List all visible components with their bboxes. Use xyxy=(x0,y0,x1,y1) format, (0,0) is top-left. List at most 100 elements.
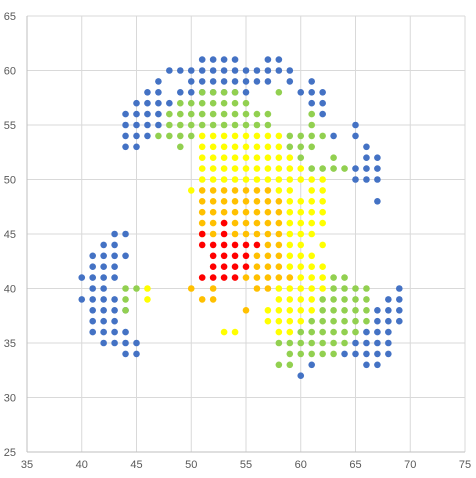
data-point-yellow xyxy=(286,252,294,260)
data-point-yellow xyxy=(242,132,250,140)
data-point-blue xyxy=(89,274,96,281)
data-point-blue xyxy=(111,307,118,314)
data-points xyxy=(78,56,403,380)
data-point-blue xyxy=(352,121,359,129)
data-point-yellow xyxy=(286,219,294,227)
data-point-green xyxy=(308,121,316,129)
data-point-blue xyxy=(122,121,129,129)
data-point-green xyxy=(177,143,184,151)
data-point-green xyxy=(166,121,173,129)
data-point-yellow xyxy=(209,132,217,140)
data-point-green xyxy=(319,296,326,303)
data-point-green xyxy=(341,339,348,347)
data-point-green xyxy=(330,296,337,303)
data-point-yellow xyxy=(275,296,283,303)
data-point-green xyxy=(286,143,294,151)
data-point-orange xyxy=(253,230,261,238)
data-point-green xyxy=(231,99,239,107)
data-point-blue xyxy=(363,361,370,369)
data-point-orange xyxy=(198,187,206,194)
data-point-red xyxy=(209,263,217,271)
data-point-green xyxy=(198,121,206,129)
data-point-orange xyxy=(231,219,239,227)
data-point-green xyxy=(177,99,184,107)
data-point-blue xyxy=(144,110,151,118)
data-point-yellow xyxy=(253,165,261,172)
data-point-red xyxy=(231,263,239,271)
data-point-blue xyxy=(352,339,359,347)
data-point-yellow xyxy=(275,143,283,151)
x-tick-label: 45 xyxy=(130,459,142,471)
data-point-orange xyxy=(209,230,217,238)
data-point-yellow xyxy=(220,143,228,151)
data-point-yellow xyxy=(242,143,250,151)
data-point-yellow xyxy=(209,154,217,161)
data-point-yellow xyxy=(319,176,326,183)
data-point-blue xyxy=(89,328,96,336)
data-point-yellow xyxy=(264,317,272,325)
data-point-blue xyxy=(308,99,316,107)
data-point-orange xyxy=(242,208,250,216)
data-point-orange xyxy=(264,198,272,205)
data-point-yellow xyxy=(297,198,305,205)
data-point-green xyxy=(319,165,326,172)
data-point-blue xyxy=(122,143,129,151)
data-point-yellow xyxy=(275,132,283,140)
data-point-green xyxy=(308,339,316,347)
data-point-yellow xyxy=(242,176,250,183)
data-point-yellow xyxy=(319,241,326,249)
data-point-red xyxy=(198,230,206,238)
data-point-blue xyxy=(220,78,228,85)
data-point-orange xyxy=(275,252,283,260)
data-point-green xyxy=(286,361,294,369)
data-point-blue xyxy=(133,350,140,358)
x-tick-label: 70 xyxy=(404,459,416,471)
data-point-blue xyxy=(166,67,173,74)
data-point-yellow xyxy=(286,307,294,314)
data-point-red xyxy=(220,274,228,281)
x-tick-label: 35 xyxy=(21,459,33,471)
data-point-blue xyxy=(253,67,261,74)
data-point-blue xyxy=(133,143,140,151)
data-point-blue xyxy=(198,56,206,63)
data-point-green xyxy=(330,165,337,172)
data-point-blue xyxy=(385,350,392,358)
data-point-blue xyxy=(297,89,305,96)
data-point-green xyxy=(231,110,239,118)
data-point-yellow xyxy=(297,285,305,292)
data-point-yellow xyxy=(187,187,195,194)
data-point-blue xyxy=(231,56,239,63)
data-point-yellow xyxy=(275,154,283,161)
data-point-blue xyxy=(155,110,162,118)
data-point-orange xyxy=(220,187,228,194)
data-point-green xyxy=(319,339,326,347)
data-point-blue xyxy=(385,339,392,347)
data-point-yellow xyxy=(220,132,228,140)
data-point-blue xyxy=(198,67,206,74)
data-point-blue xyxy=(374,328,381,336)
data-point-green xyxy=(330,154,337,161)
data-point-yellow xyxy=(297,219,305,227)
data-point-blue xyxy=(144,89,151,96)
data-point-blue xyxy=(100,252,107,260)
data-point-blue xyxy=(275,67,283,74)
data-point-orange xyxy=(253,274,261,281)
data-point-green xyxy=(177,132,184,140)
data-point-orange xyxy=(275,208,283,216)
data-point-orange xyxy=(209,187,217,194)
data-point-blue xyxy=(133,132,140,140)
data-point-yellow xyxy=(275,328,283,336)
data-point-blue xyxy=(209,56,217,63)
data-point-orange xyxy=(242,274,250,281)
data-point-green xyxy=(363,307,370,314)
data-point-blue xyxy=(308,89,316,96)
data-point-yellow xyxy=(264,154,272,161)
data-point-blue xyxy=(352,165,359,172)
data-point-blue xyxy=(374,350,381,358)
data-point-green xyxy=(122,307,129,314)
data-point-yellow xyxy=(308,176,316,183)
data-point-blue xyxy=(385,296,392,303)
data-point-orange xyxy=(253,252,261,260)
y-tick-label: 60 xyxy=(4,66,16,78)
data-point-blue xyxy=(363,350,370,358)
